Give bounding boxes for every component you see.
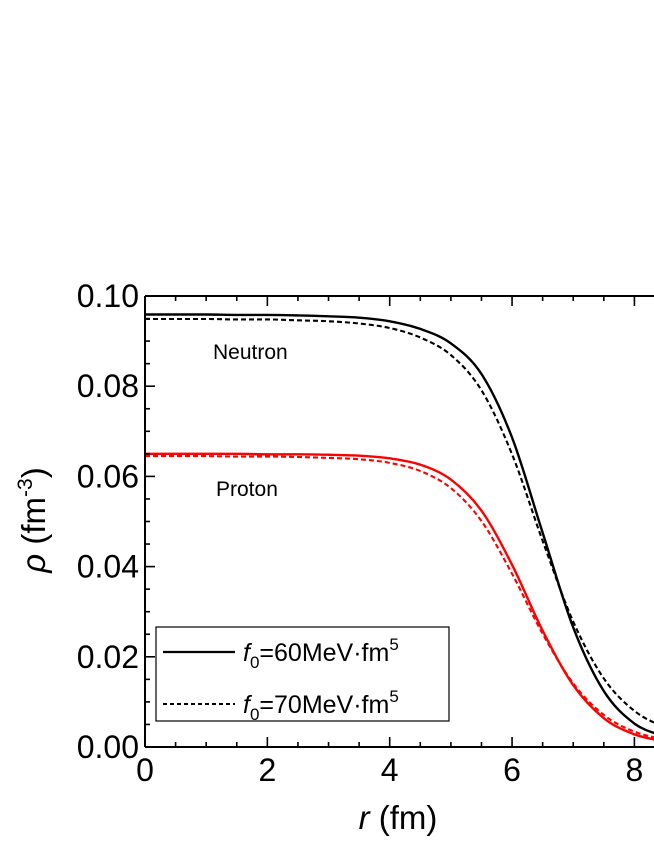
y-tick-label: 0.06 xyxy=(77,458,139,494)
legend-entry-1: f0=60MeV·fm5 xyxy=(243,635,399,672)
legend: f0=60MeV·fm5 f0=70MeV·fm5 xyxy=(155,626,450,724)
neutron-dashed-curve xyxy=(145,317,654,724)
x-tick-label: 8 xyxy=(626,752,644,788)
x-tick-label: 6 xyxy=(503,752,521,788)
y-axis-unit-exponent: -3 xyxy=(14,478,37,497)
tick-labels-layer: 0.00 0.02 0.04 0.06 0.08 0.10 0 2 4 6 8 xyxy=(77,278,644,788)
neutron-solid-curve xyxy=(145,313,654,735)
legend-entry-2: f0=70MeV·fm5 xyxy=(243,687,399,724)
legend-entry-1-symbol: f xyxy=(243,639,253,667)
legend-entry-1-sub: 0 xyxy=(250,653,259,672)
y-axis-unit-close: ) xyxy=(15,467,52,478)
annotation-proton: Proton xyxy=(216,478,278,501)
x-axis-unit: (fm) xyxy=(370,799,438,836)
x-tick-label: 0 xyxy=(136,752,154,788)
y-tick-label: 0.00 xyxy=(77,729,139,765)
y-tick-label: 0.08 xyxy=(77,368,139,404)
ticks-layer xyxy=(144,295,636,748)
y-axis-unit: (fm xyxy=(15,497,52,554)
proton-solid-curve xyxy=(145,452,654,741)
y-axis-title: ρ (fm-3) xyxy=(14,467,52,573)
y-axis-symbol: ρ xyxy=(15,554,52,574)
legend-entry-1-sup: 5 xyxy=(389,635,398,654)
proton-dashed-curve xyxy=(145,455,654,739)
x-tick-label: 2 xyxy=(258,752,276,788)
legend-entry-2-text: =70MeV·fm xyxy=(259,691,389,719)
x-axis-title: r (fm) xyxy=(359,799,438,836)
legend-entry-2-symbol: f xyxy=(243,691,253,719)
curves-layer xyxy=(145,313,654,741)
x-tick-label: 4 xyxy=(381,752,399,788)
x-axis-symbol: r xyxy=(359,799,372,836)
y-tick-label: 0.02 xyxy=(77,639,139,675)
y-tick-label: 0.10 xyxy=(77,278,139,314)
legend-entry-2-sub: 0 xyxy=(250,705,259,724)
legend-entry-2-sup: 5 xyxy=(389,687,398,706)
legend-entry-1-text: =60MeV·fm xyxy=(259,639,389,667)
y-tick-label: 0.04 xyxy=(77,549,139,585)
legend-frame xyxy=(155,626,450,722)
annotation-neutron: Neutron xyxy=(213,341,288,364)
